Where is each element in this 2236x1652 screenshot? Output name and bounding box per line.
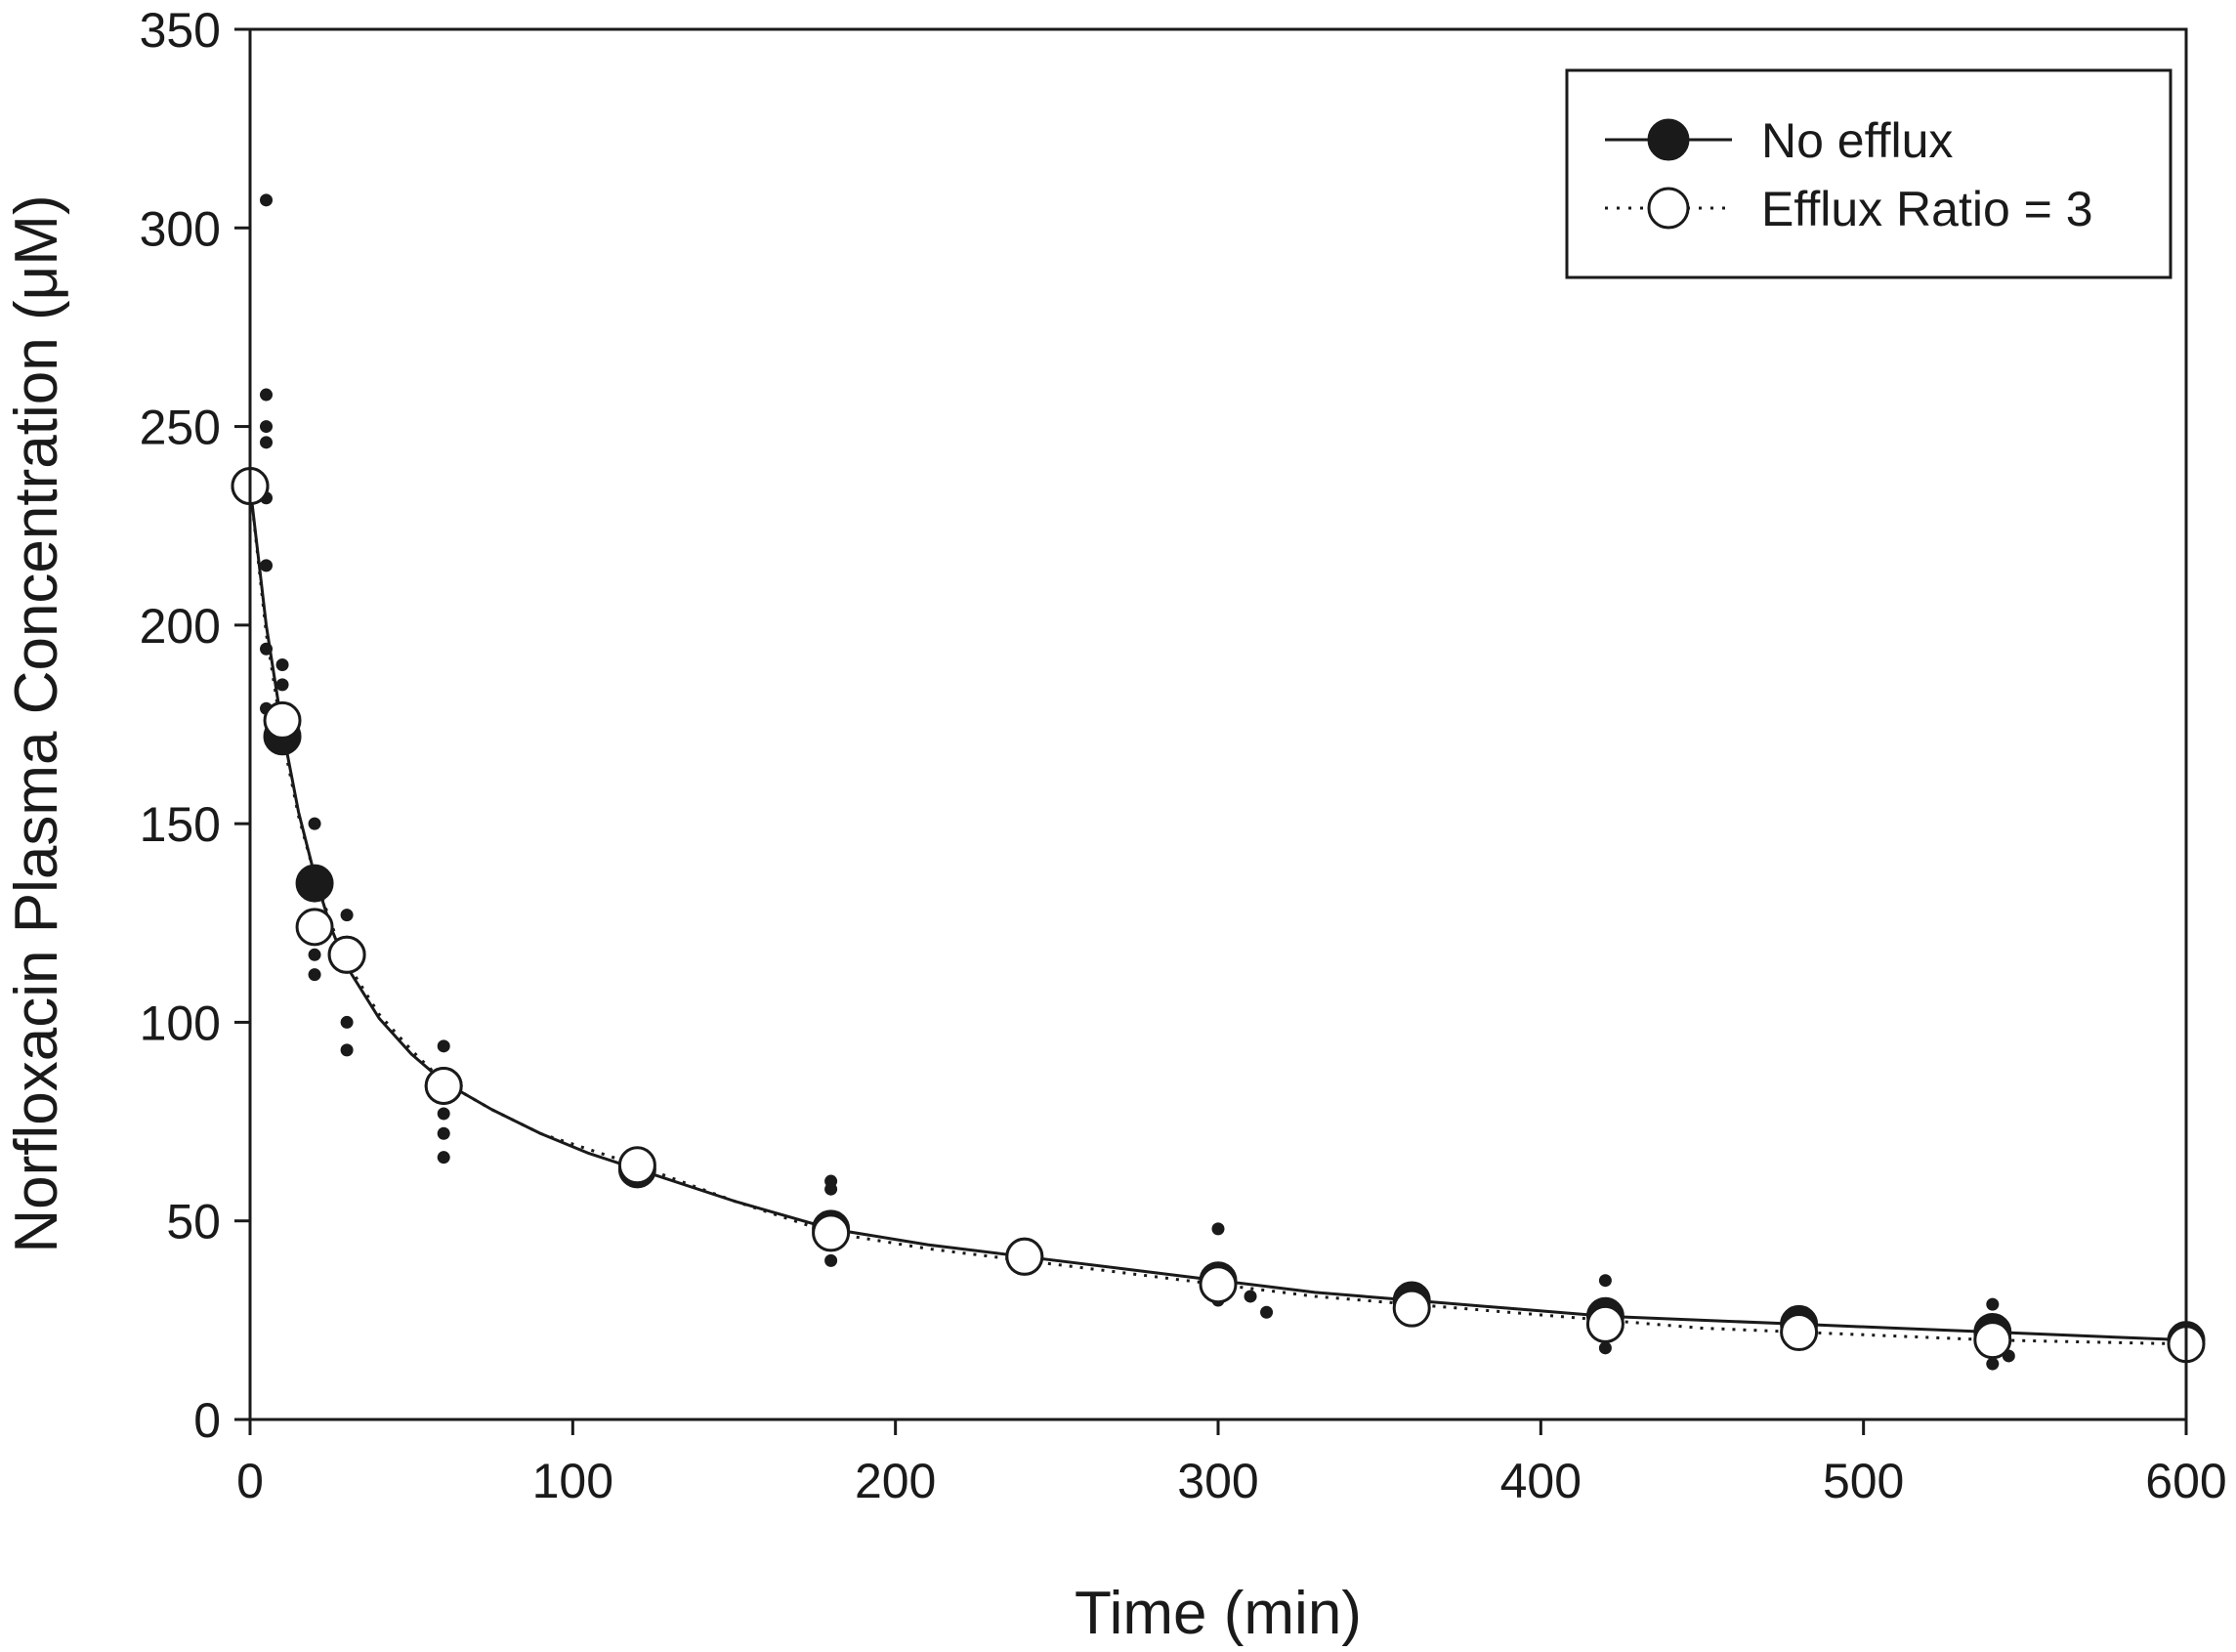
point-efflux-ratio-1 xyxy=(263,700,302,740)
raw-point-5 xyxy=(260,559,274,572)
y-tick-label-6: 300 xyxy=(140,201,221,256)
point-efflux-ratio-3 xyxy=(327,935,366,974)
point-efflux-ratio-5 xyxy=(617,1146,656,1185)
raw-point-34 xyxy=(1986,1297,2000,1311)
y-axis-title: Norfloxacin Plasma Concentration (μM) xyxy=(3,194,70,1252)
raw-point-11 xyxy=(308,817,321,830)
x-tick-label-4: 400 xyxy=(1500,1454,1582,1508)
raw-point-2 xyxy=(260,420,274,434)
y-tick-label-2: 100 xyxy=(140,995,221,1050)
point-efflux-ratio-11 xyxy=(1780,1313,1819,1352)
raw-point-36 xyxy=(1986,1357,2000,1371)
raw-point-22 xyxy=(437,1151,450,1165)
raw-point-8 xyxy=(275,658,289,672)
point-efflux-ratio-4 xyxy=(424,1066,463,1105)
raw-point-26 xyxy=(824,1182,838,1196)
raw-point-18 xyxy=(437,1039,450,1053)
x-tick-label-2: 200 xyxy=(855,1454,936,1508)
raw-point-16 xyxy=(340,1015,354,1029)
x-tick-label-6: 600 xyxy=(2145,1454,2226,1508)
point-efflux-ratio-9 xyxy=(1392,1289,1431,1328)
y-tick-label-5: 250 xyxy=(140,401,221,455)
raw-point-32 xyxy=(1598,1274,1612,1288)
raw-point-17 xyxy=(340,1043,354,1057)
point-efflux-ratio-8 xyxy=(1199,1265,1238,1304)
axes: 0 100 200 300 400 500 600 0 50 100 150 200 250 300 350 xyxy=(140,3,2227,1508)
y-tick-label-3: 150 xyxy=(140,797,221,852)
legend-box xyxy=(1565,68,2173,279)
point-efflux-ratio-7 xyxy=(1005,1237,1044,1276)
raw-point-15 xyxy=(340,909,354,922)
raw-point-30 xyxy=(1244,1290,1257,1303)
raw-point-27 xyxy=(824,1253,838,1267)
raw-point-1 xyxy=(260,388,274,402)
raw-point-20 xyxy=(437,1107,450,1121)
y-tick-label-7: 350 xyxy=(140,3,221,58)
raw-point-9 xyxy=(275,678,289,692)
point-efflux-ratio-2 xyxy=(295,908,334,947)
raw-point-33 xyxy=(1598,1341,1612,1355)
legend-marker-no-efflux xyxy=(1647,118,1690,161)
raw-point-28 xyxy=(1211,1222,1225,1236)
x-tick-label-0: 0 xyxy=(236,1454,264,1508)
y-tick-label-0: 0 xyxy=(193,1393,221,1448)
x-tick-label-1: 100 xyxy=(532,1454,613,1508)
legend: No efflux Efflux Ratio = 3 xyxy=(1565,68,2173,279)
raw-point-13 xyxy=(308,948,321,961)
raw-point-3 xyxy=(260,436,274,449)
raw-point-31 xyxy=(1260,1305,1274,1319)
x-tick-label-3: 300 xyxy=(1177,1454,1258,1508)
raw-point-14 xyxy=(308,968,321,982)
raw-point-21 xyxy=(437,1126,450,1140)
raw-point-0 xyxy=(260,193,274,207)
point-efflux-ratio-12 xyxy=(1973,1321,2012,1360)
legend-marker-efflux-ratio xyxy=(1647,187,1690,230)
y-tick-label-1: 50 xyxy=(166,1195,221,1250)
point-efflux-ratio-10 xyxy=(1585,1304,1624,1343)
point-efflux-ratio-6 xyxy=(812,1213,851,1252)
raw-point-6 xyxy=(260,642,274,656)
x-axis-title: Time (min) xyxy=(1075,1580,1362,1647)
point-no-efflux-2 xyxy=(295,864,334,903)
y-tick-label-4: 200 xyxy=(140,599,221,654)
legend-label-no-efflux: No efflux xyxy=(1761,113,1953,168)
legend-label-efflux-ratio: Efflux Ratio = 3 xyxy=(1761,182,2093,236)
x-tick-label-5: 500 xyxy=(1823,1454,1904,1508)
